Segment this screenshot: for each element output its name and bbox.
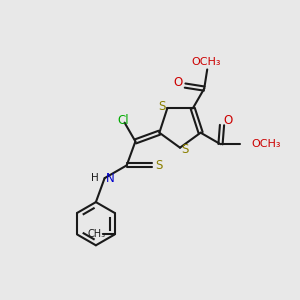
Text: S: S: [158, 100, 166, 113]
Text: S: S: [155, 159, 163, 172]
Text: Cl: Cl: [117, 114, 129, 127]
Text: O: O: [174, 76, 183, 89]
Text: H: H: [92, 173, 99, 183]
Text: N: N: [106, 172, 115, 184]
Text: OCH₃: OCH₃: [191, 57, 220, 67]
Text: O: O: [224, 114, 232, 127]
Text: S: S: [182, 143, 189, 156]
Text: OCH₃: OCH₃: [251, 139, 280, 149]
Text: CH₃: CH₃: [88, 230, 106, 239]
